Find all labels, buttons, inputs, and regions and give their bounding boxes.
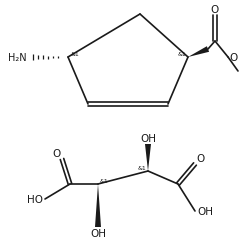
Text: O: O [229, 53, 237, 63]
Text: &1: &1 [100, 178, 109, 183]
Polygon shape [188, 47, 209, 58]
Text: O: O [196, 154, 204, 163]
Text: &1: &1 [71, 52, 80, 57]
Polygon shape [95, 184, 101, 227]
Polygon shape [145, 144, 151, 171]
Text: OH: OH [197, 206, 213, 216]
Text: &1: &1 [177, 52, 186, 57]
Text: H₂N: H₂N [8, 53, 27, 63]
Text: OH: OH [140, 134, 156, 143]
Text: O: O [211, 5, 219, 15]
Text: HO: HO [27, 194, 43, 204]
Text: &1: &1 [137, 165, 146, 170]
Text: O: O [53, 148, 61, 158]
Text: OH: OH [90, 228, 106, 238]
